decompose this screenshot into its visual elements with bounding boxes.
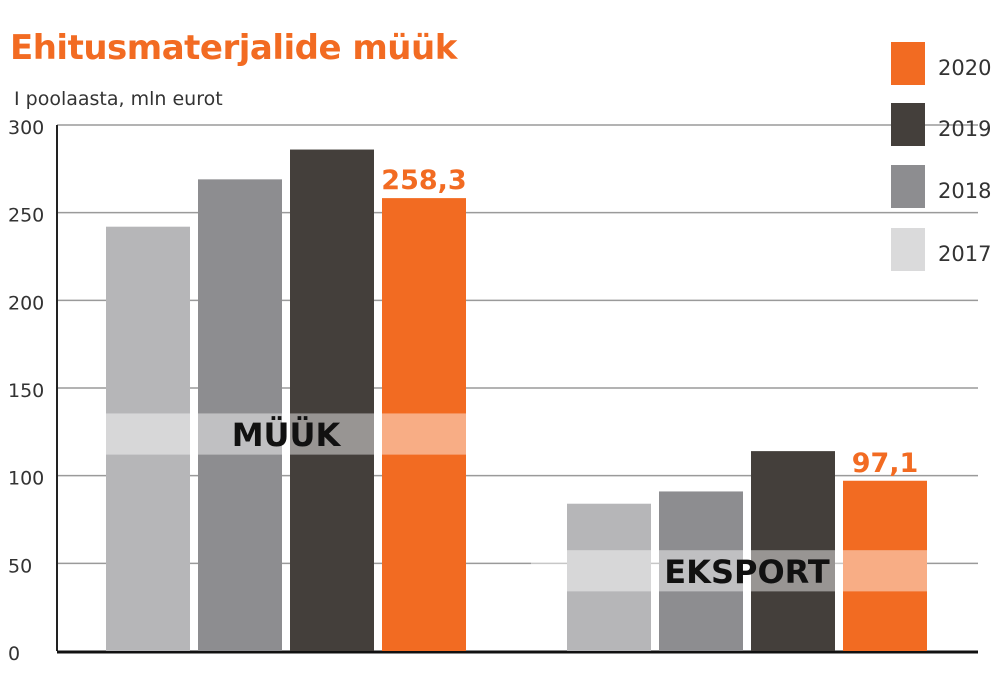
legend-swatch-2020 [891, 42, 925, 85]
bar-eksport-2017 [567, 503, 651, 651]
group-label-eksport: EKSPORT [664, 553, 830, 591]
legend-swatch-2017 [891, 228, 925, 271]
gridlines [57, 124, 978, 565]
legend-label-2020: 2020 [938, 56, 991, 80]
y-tick-label-300: 300 [8, 117, 44, 139]
bars [106, 149, 927, 651]
data-labels: 258,3 97,1 [381, 165, 918, 479]
bar-müük-2019 [290, 149, 374, 651]
legend-swatch-2019 [891, 103, 925, 146]
y-tick-label-100: 100 [8, 468, 44, 490]
legend-swatch-2018 [891, 165, 925, 208]
legend-label-2019: 2019 [938, 117, 991, 141]
data-label-eksport: 97,1 [852, 448, 919, 479]
chart-title: Ehitusmaterjalide müük [10, 28, 457, 68]
label-band-müük [106, 413, 466, 455]
y-tick-label-150: 150 [8, 380, 44, 402]
bar-eksport-2020 [843, 480, 927, 651]
bar-müük-2020 [382, 198, 466, 651]
legend-label-2018: 2018 [938, 179, 991, 203]
y-tick-label-200: 200 [8, 292, 44, 314]
bar-müük-2017 [106, 226, 190, 651]
y-axis: 0 50 100 150 200 250 300 [8, 117, 978, 665]
legend: 2020 2019 2018 2017 [891, 42, 991, 271]
chart-subtitle: I poolaasta, mln eurot [14, 88, 223, 110]
bar-müük-2018 [198, 179, 282, 651]
legend-label-2017: 2017 [938, 242, 991, 266]
bar-eksport-2018 [659, 491, 743, 651]
data-label-müük: 258,3 [381, 165, 466, 196]
bar-eksport-2019 [751, 451, 835, 651]
group-label-bands: MÜÜK EKSPORT [106, 413, 927, 592]
y-tick-label-50: 50 [8, 555, 32, 577]
label-band-eksport [531, 550, 927, 592]
y-tick-label-0: 0 [8, 643, 20, 665]
y-tick-label-250: 250 [8, 205, 44, 227]
group-label-müük: MÜÜK [232, 416, 342, 454]
